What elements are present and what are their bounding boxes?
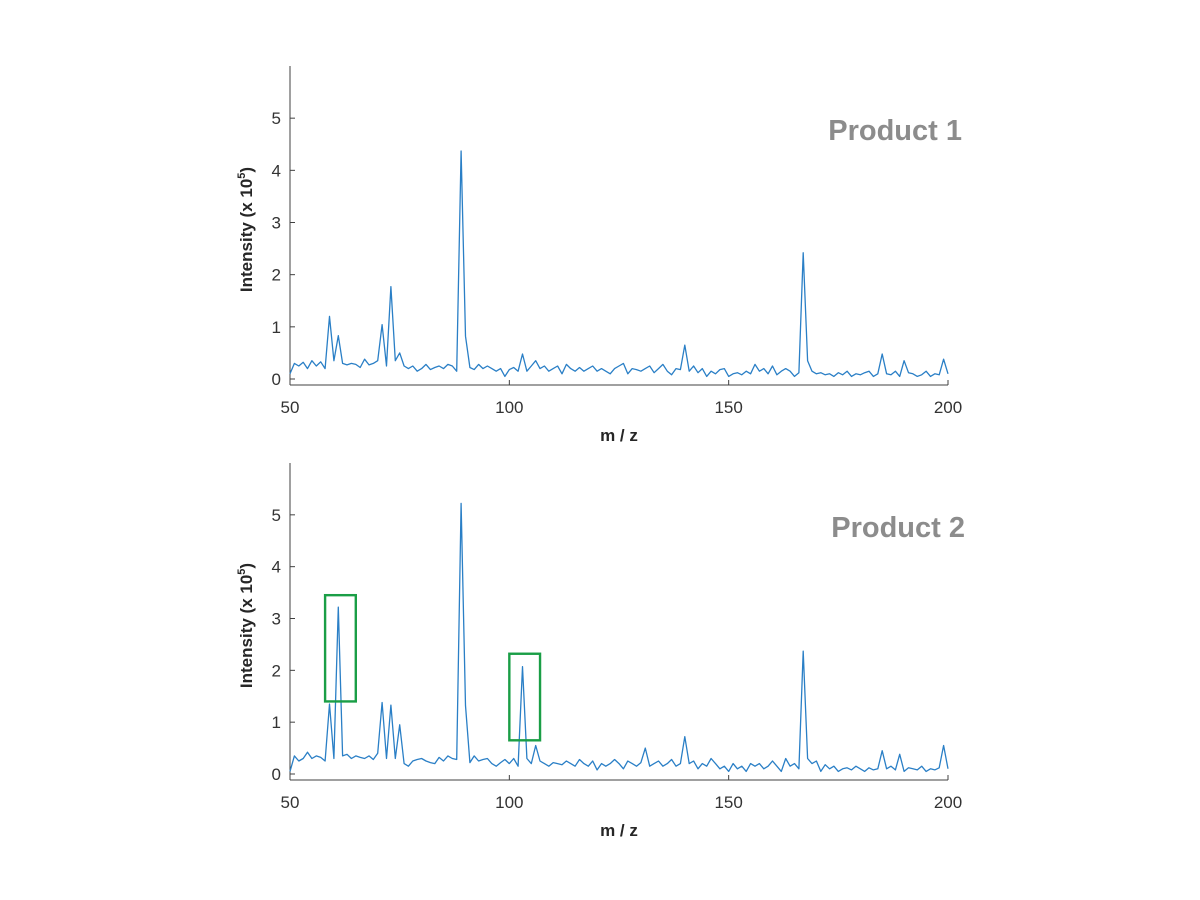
- y-tick-label: 3: [272, 214, 281, 233]
- spectrum-line: [289, 502, 949, 773]
- y-tick-label: 1: [272, 318, 281, 337]
- y-tick-label: 2: [272, 266, 281, 285]
- y-tick-label: 2: [272, 661, 281, 680]
- peak-highlight-box: [323, 593, 357, 703]
- x-tick-label: 150: [714, 398, 742, 417]
- y-axis-label-close: ): [237, 167, 256, 173]
- y-tick-label: 0: [272, 765, 281, 784]
- y-tick-label: 1: [272, 713, 281, 732]
- peak-highlight-box: [508, 652, 542, 742]
- x-tick-label: 50: [281, 398, 300, 417]
- y-axis-label: Intensity (x 105): [236, 563, 256, 688]
- y-axis-label: Intensity (x 105): [236, 167, 256, 292]
- x-tick-label: 150: [714, 793, 742, 812]
- y-tick-label: 5: [272, 109, 281, 128]
- y-axis-label-text: Intensity (x 10: [237, 575, 256, 688]
- y-tick-label: 0: [272, 370, 281, 389]
- y-tick-label: 3: [272, 610, 281, 629]
- y-tick-label: 4: [272, 558, 281, 577]
- y-tick-label: 5: [272, 506, 281, 525]
- x-tick-label: 100: [495, 398, 523, 417]
- x-axis-label: m / z: [600, 426, 638, 445]
- x-tick-label: 100: [495, 793, 523, 812]
- x-tick-label: 200: [934, 793, 962, 812]
- y-axis-label-exponent: 5: [236, 569, 248, 575]
- y-axis-label-exponent: 5: [236, 173, 248, 179]
- x-tick-label: 200: [934, 398, 962, 417]
- y-tick-label: 4: [272, 161, 281, 180]
- panel-title: Product 1: [828, 115, 962, 147]
- x-axis-label: m / z: [600, 821, 638, 840]
- x-tick-label: 50: [281, 793, 300, 812]
- spectrum-line: [289, 150, 949, 378]
- panel-title: Product 2: [831, 512, 965, 544]
- y-axis-label-text: Intensity (x 10: [237, 179, 256, 292]
- y-axis-label-close: ): [237, 563, 256, 569]
